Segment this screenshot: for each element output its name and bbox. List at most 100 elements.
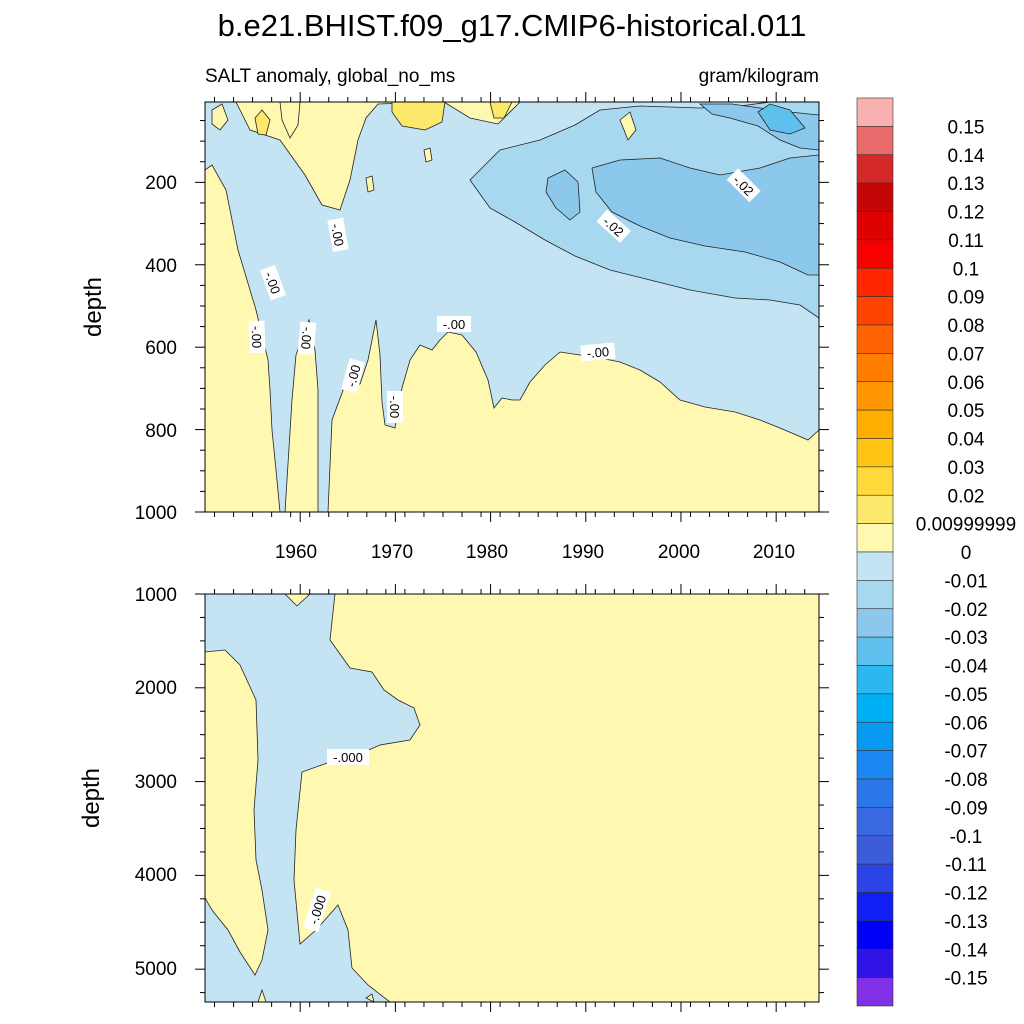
colorbar-tick-label: 0.00999999 <box>916 515 1016 536</box>
colorbar-labels: 0.15 0.14 0.13 0.12 0.11 0.1 0.09 0.08 0.07 0.06 0… <box>916 117 1016 989</box>
contour-label: -.00 <box>387 396 402 418</box>
lower-ytick-label: 4000 <box>135 865 177 886</box>
xtick-label: 1970 <box>371 542 413 563</box>
upper-frame <box>204 101 820 513</box>
colorbar-tick-label: -0.14 <box>944 940 988 961</box>
lower-ylabel: depth <box>78 768 105 828</box>
colorbar-swatch <box>856 551 894 581</box>
colorbar-swatch <box>856 977 894 1007</box>
colorbar-swatch <box>856 438 894 468</box>
colorbar-swatch <box>856 665 894 695</box>
colorbar-swatch <box>856 296 894 326</box>
contour-label: -.00 <box>328 223 347 248</box>
upper-patch-d <box>489 102 513 119</box>
upper-core-south <box>545 169 581 221</box>
colorbar-swatch <box>856 154 894 184</box>
upper-ytick-label: 1000 <box>135 503 177 524</box>
upper-contour-labels: -.00 -.00 -.00 -.00 -.00 -.00 -.00 -.00 … <box>248 168 761 423</box>
lower-ytick-label: 3000 <box>135 772 177 793</box>
colorbar-swatch <box>856 353 894 383</box>
colorbar-tick-label: -0.1 <box>950 827 983 848</box>
upper-patch-e <box>365 175 375 193</box>
colorbar-swatch <box>856 636 894 666</box>
colorbar-swatch <box>856 494 894 524</box>
colorbar-tick-label: -0.03 <box>944 628 987 649</box>
colorbar-swatch <box>856 211 894 241</box>
upper-plot <box>205 102 819 512</box>
colorbar-swatch <box>856 608 894 638</box>
upper-patch-b <box>391 102 446 131</box>
right-subtitle: gram/kilogram <box>699 66 819 87</box>
colorbar-tick-label: -0.11 <box>945 855 987 876</box>
contour-label: -.00 <box>343 363 363 389</box>
colorbar-tick-label: -0.09 <box>944 798 987 819</box>
lower-ytick-label: 2000 <box>135 678 177 699</box>
colorbar-tick-label: 0 <box>961 543 972 564</box>
xtick-label: 2000 <box>658 542 700 563</box>
colorbar-swatch <box>856 835 894 865</box>
upper-patch-g <box>619 111 637 141</box>
colorbar-swatch <box>856 324 894 354</box>
colorbar-swatch <box>856 721 894 751</box>
lower-plot <box>205 594 819 1002</box>
colorbar-tick-label: -0.12 <box>944 884 987 905</box>
colorbar <box>856 97 894 1007</box>
upper-core-surface-2 <box>757 103 806 135</box>
xtick-label: 1960 <box>275 542 317 563</box>
upper-ytick-label: 800 <box>145 421 177 442</box>
contour-label: -.00 <box>298 326 315 350</box>
colorbar-swatch <box>856 580 894 610</box>
chart-title: b.e21.BHIST.f09_g17.CMIP6-historical.011 <box>218 8 807 43</box>
upper-patch-f <box>423 147 433 163</box>
left-subtitle: SALT anomaly, global_no_ms <box>205 66 455 87</box>
xtick-label: 2010 <box>753 542 795 563</box>
colorbar-tick-label: 0.1 <box>953 259 979 280</box>
contour-label: -.00 <box>262 270 284 296</box>
colorbar-tick-label: -0.02 <box>944 600 987 621</box>
colorbar-swatch <box>856 778 894 808</box>
colorbar-tick-label: -0.04 <box>944 657 988 678</box>
lower-region-negative <box>205 594 421 1002</box>
colorbar-swatch <box>856 693 894 723</box>
colorbar-swatch <box>856 863 894 893</box>
lower-contour-labels: -.000 -.000 <box>302 749 369 933</box>
lower-patch-a <box>257 988 267 1002</box>
colorbar-swatch <box>856 807 894 837</box>
upper-ylabel: depth <box>80 277 107 337</box>
colorbar-swatch <box>856 239 894 269</box>
contour-label: -.00 <box>586 344 610 361</box>
colorbar-tick-label: -0.08 <box>944 770 987 791</box>
xtick-label: 1990 <box>562 542 604 563</box>
contour-label: -.00 <box>443 317 465 332</box>
colorbar-swatch <box>856 523 894 553</box>
colorbar-swatch <box>856 466 894 496</box>
colorbar-swatch <box>856 920 894 950</box>
colorbar-tick-label: -0.06 <box>944 713 987 734</box>
colorbar-tick-label: -0.01 <box>944 571 987 592</box>
lower-ytick-label: 1000 <box>135 585 177 606</box>
upper-region-negative-3 <box>591 154 819 276</box>
colorbar-swatch <box>856 182 894 212</box>
lower-frame <box>204 593 820 1003</box>
xtick-label: 1980 <box>466 542 508 563</box>
lower-patch-b <box>365 993 375 1002</box>
colorbar-swatch <box>856 948 894 978</box>
colorbar-tick-label: 0.07 <box>948 344 985 365</box>
colorbar-tick-label: 0.04 <box>948 430 985 451</box>
upper-ytick-label: 600 <box>145 338 177 359</box>
colorbar-tick-label: -0.07 <box>944 742 987 763</box>
upper-ticks <box>195 92 829 522</box>
colorbar-tick-label: 0.03 <box>948 458 985 479</box>
colorbar-tick-label: -0.13 <box>944 912 987 933</box>
colorbar-swatch <box>856 409 894 439</box>
lower-ticks <box>195 584 829 1012</box>
contour-label: -.00 <box>249 326 265 349</box>
colorbar-swatch <box>856 381 894 411</box>
colorbar-tick-label: 0.02 <box>948 486 985 507</box>
upper-ytick-label: 200 <box>145 173 177 194</box>
colorbar-swatch <box>856 126 894 156</box>
colorbar-tick-label: -0.05 <box>944 685 987 706</box>
colorbar-swatch <box>856 267 894 297</box>
colorbar-tick-label: 0.13 <box>948 174 985 195</box>
